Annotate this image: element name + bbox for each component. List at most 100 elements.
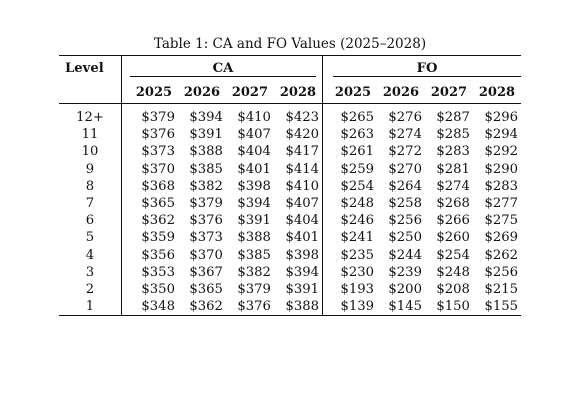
ca-value-cell: $367	[189, 264, 223, 280]
ca-value-cell: $356	[141, 247, 175, 263]
ca-value-cell: $398	[285, 247, 320, 263]
ca-value-cell: $407	[285, 196, 320, 212]
ca-value-cell: $382	[189, 178, 223, 194]
ca-value-cell: $401	[237, 161, 271, 177]
fo-value-cell: $248	[340, 196, 374, 212]
table-body: 12+ $379 $394 $410 $423 $265 $276 $287 $296 11 $37…	[59, 103, 521, 316]
table-row: 7 $365 $379 $394 $407 $248 $258 $268 $277	[59, 194, 521, 213]
table-row: 6 $362 $376 $391 $404 $246 $256 $266 $275	[59, 212, 521, 230]
ca-value-cell: $370	[141, 161, 175, 177]
table-row: 12+ $379 $394 $410 $423 $265 $276 $287 $296	[59, 103, 521, 127]
fo-value-cell: $281	[436, 161, 470, 177]
ca-value-cell: $373	[189, 230, 223, 246]
table-row: 11 $376 $391 $407 $420 $263 $274 $285 $294	[59, 126, 521, 144]
fo-value-cell: $262	[484, 247, 518, 263]
fo-value-cell: $266	[436, 213, 470, 229]
ca-value-cell: $362	[141, 213, 175, 229]
fo-value-cell: $287	[436, 110, 470, 126]
ca-value-cell: $391	[237, 213, 271, 229]
ca-value-cell: $420	[285, 127, 320, 143]
fo-value-cell: $292	[484, 144, 518, 160]
ca-value-cell: $398	[237, 178, 271, 194]
year-header: 2026	[382, 84, 420, 100]
fo-value-cell: $239	[388, 264, 422, 280]
level-cell: 1	[85, 299, 95, 315]
year-header: 2027	[430, 84, 468, 100]
fo-value-cell: $269	[484, 230, 518, 246]
fo-value-cell: $254	[340, 178, 374, 194]
fo-value-cell: $235	[340, 247, 374, 263]
ca-value-cell: $404	[285, 213, 320, 229]
table-figure: Table 1: CA and FO Values (2025–2028) Le…	[59, 36, 521, 316]
ca-value-cell: $394	[285, 264, 320, 280]
ca-value-cell: $359	[141, 230, 175, 246]
year-header: 2027	[231, 84, 269, 100]
fo-value-cell: $246	[340, 213, 374, 229]
fo-value-cell: $250	[388, 230, 422, 246]
fo-value-cell: $270	[388, 161, 422, 177]
ca-value-cell: $350	[141, 281, 175, 297]
fo-value-cell: $260	[436, 230, 470, 246]
ca-value-cell: $370	[189, 247, 223, 263]
ca-value-cell: $379	[237, 281, 271, 297]
table-row: 2 $350 $365 $379 $391 $193 $200 $208 $215	[59, 280, 521, 299]
fo-value-cell: $230	[340, 264, 374, 280]
fo-value-cell: $276	[388, 110, 422, 126]
level-cell: 8	[85, 178, 95, 194]
fo-value-cell: $275	[484, 213, 518, 229]
year-header: 2026	[183, 84, 221, 100]
ca-value-cell: $404	[237, 144, 271, 160]
ca-value-cell: $379	[141, 110, 175, 126]
year-header: 2028	[478, 84, 516, 100]
ca-value-cell: $394	[237, 196, 271, 212]
fo-value-cell: $264	[388, 178, 422, 194]
ca-value-cell: $394	[189, 110, 223, 126]
ca-value-cell: $348	[141, 299, 175, 315]
table-row: 10 $373 $388 $404 $417 $261 $272 $283 $292	[59, 143, 521, 161]
fo-value-cell: $215	[484, 281, 518, 297]
fo-value-cell: $258	[388, 196, 422, 212]
fo-value-cell: $208	[436, 281, 470, 297]
ca-value-cell: $391	[285, 281, 320, 297]
fo-value-cell: $256	[388, 213, 422, 229]
fo-value-cell: $248	[436, 264, 470, 280]
ca-value-cell: $365	[141, 196, 175, 212]
fo-value-cell: $290	[484, 161, 518, 177]
level-cell: 10	[81, 144, 99, 160]
ca-value-cell: $414	[285, 161, 320, 177]
fo-value-cell: $294	[484, 127, 518, 143]
table-row: 8 $368 $382 $398 $410 $254 $264 $274 $283	[59, 177, 521, 195]
ca-value-cell: $391	[189, 127, 223, 143]
ca-value-cell: $388	[237, 230, 271, 246]
fo-value-cell: $259	[340, 161, 374, 177]
year-header: 2028	[279, 84, 317, 100]
level-cell: 3	[85, 264, 95, 280]
ca-value-cell: $382	[237, 264, 271, 280]
fo-value-cell: $296	[484, 110, 518, 126]
fo-value-cell: $244	[388, 247, 422, 263]
level-cell: 4	[85, 247, 95, 263]
fo-value-cell: $268	[436, 196, 470, 212]
ca-value-cell: $401	[285, 230, 320, 246]
fo-value-cell: $145	[388, 299, 422, 315]
fo-value-cell: $285	[436, 127, 470, 143]
fo-value-cell: $283	[484, 178, 518, 194]
values-table: Level CA FO 2025 2026	[59, 55, 521, 316]
fo-value-cell: $265	[340, 110, 374, 126]
fo-value-cell: $274	[388, 127, 422, 143]
table-caption: Table 1: CA and FO Values (2025–2028)	[153, 36, 427, 52]
level-cell: 12+	[76, 110, 104, 126]
year-header: 2025	[334, 84, 372, 100]
level-cell: 6	[85, 213, 95, 229]
level-cell: 11	[81, 127, 99, 143]
fo-value-cell: $200	[388, 281, 422, 297]
level-cell: 5	[85, 230, 95, 246]
group-header-fo: FO	[416, 60, 438, 76]
ca-value-cell: $388	[285, 299, 320, 315]
fo-value-cell: $139	[340, 299, 374, 315]
ca-value-cell: $376	[141, 127, 175, 143]
level-cell: 2	[85, 281, 95, 297]
fo-value-cell: $254	[436, 247, 470, 263]
fo-value-cell: $193	[340, 281, 374, 297]
ca-value-cell: $376	[189, 213, 223, 229]
